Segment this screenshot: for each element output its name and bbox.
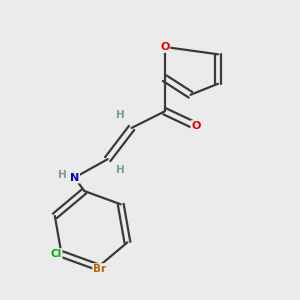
- Text: N: N: [70, 172, 79, 183]
- Text: O: O: [160, 42, 169, 52]
- Text: H: H: [116, 165, 125, 175]
- Text: H: H: [58, 170, 67, 180]
- Text: Cl: Cl: [50, 249, 62, 259]
- Text: H: H: [116, 110, 125, 120]
- Text: Br: Br: [93, 264, 106, 274]
- Text: O: O: [191, 121, 201, 131]
